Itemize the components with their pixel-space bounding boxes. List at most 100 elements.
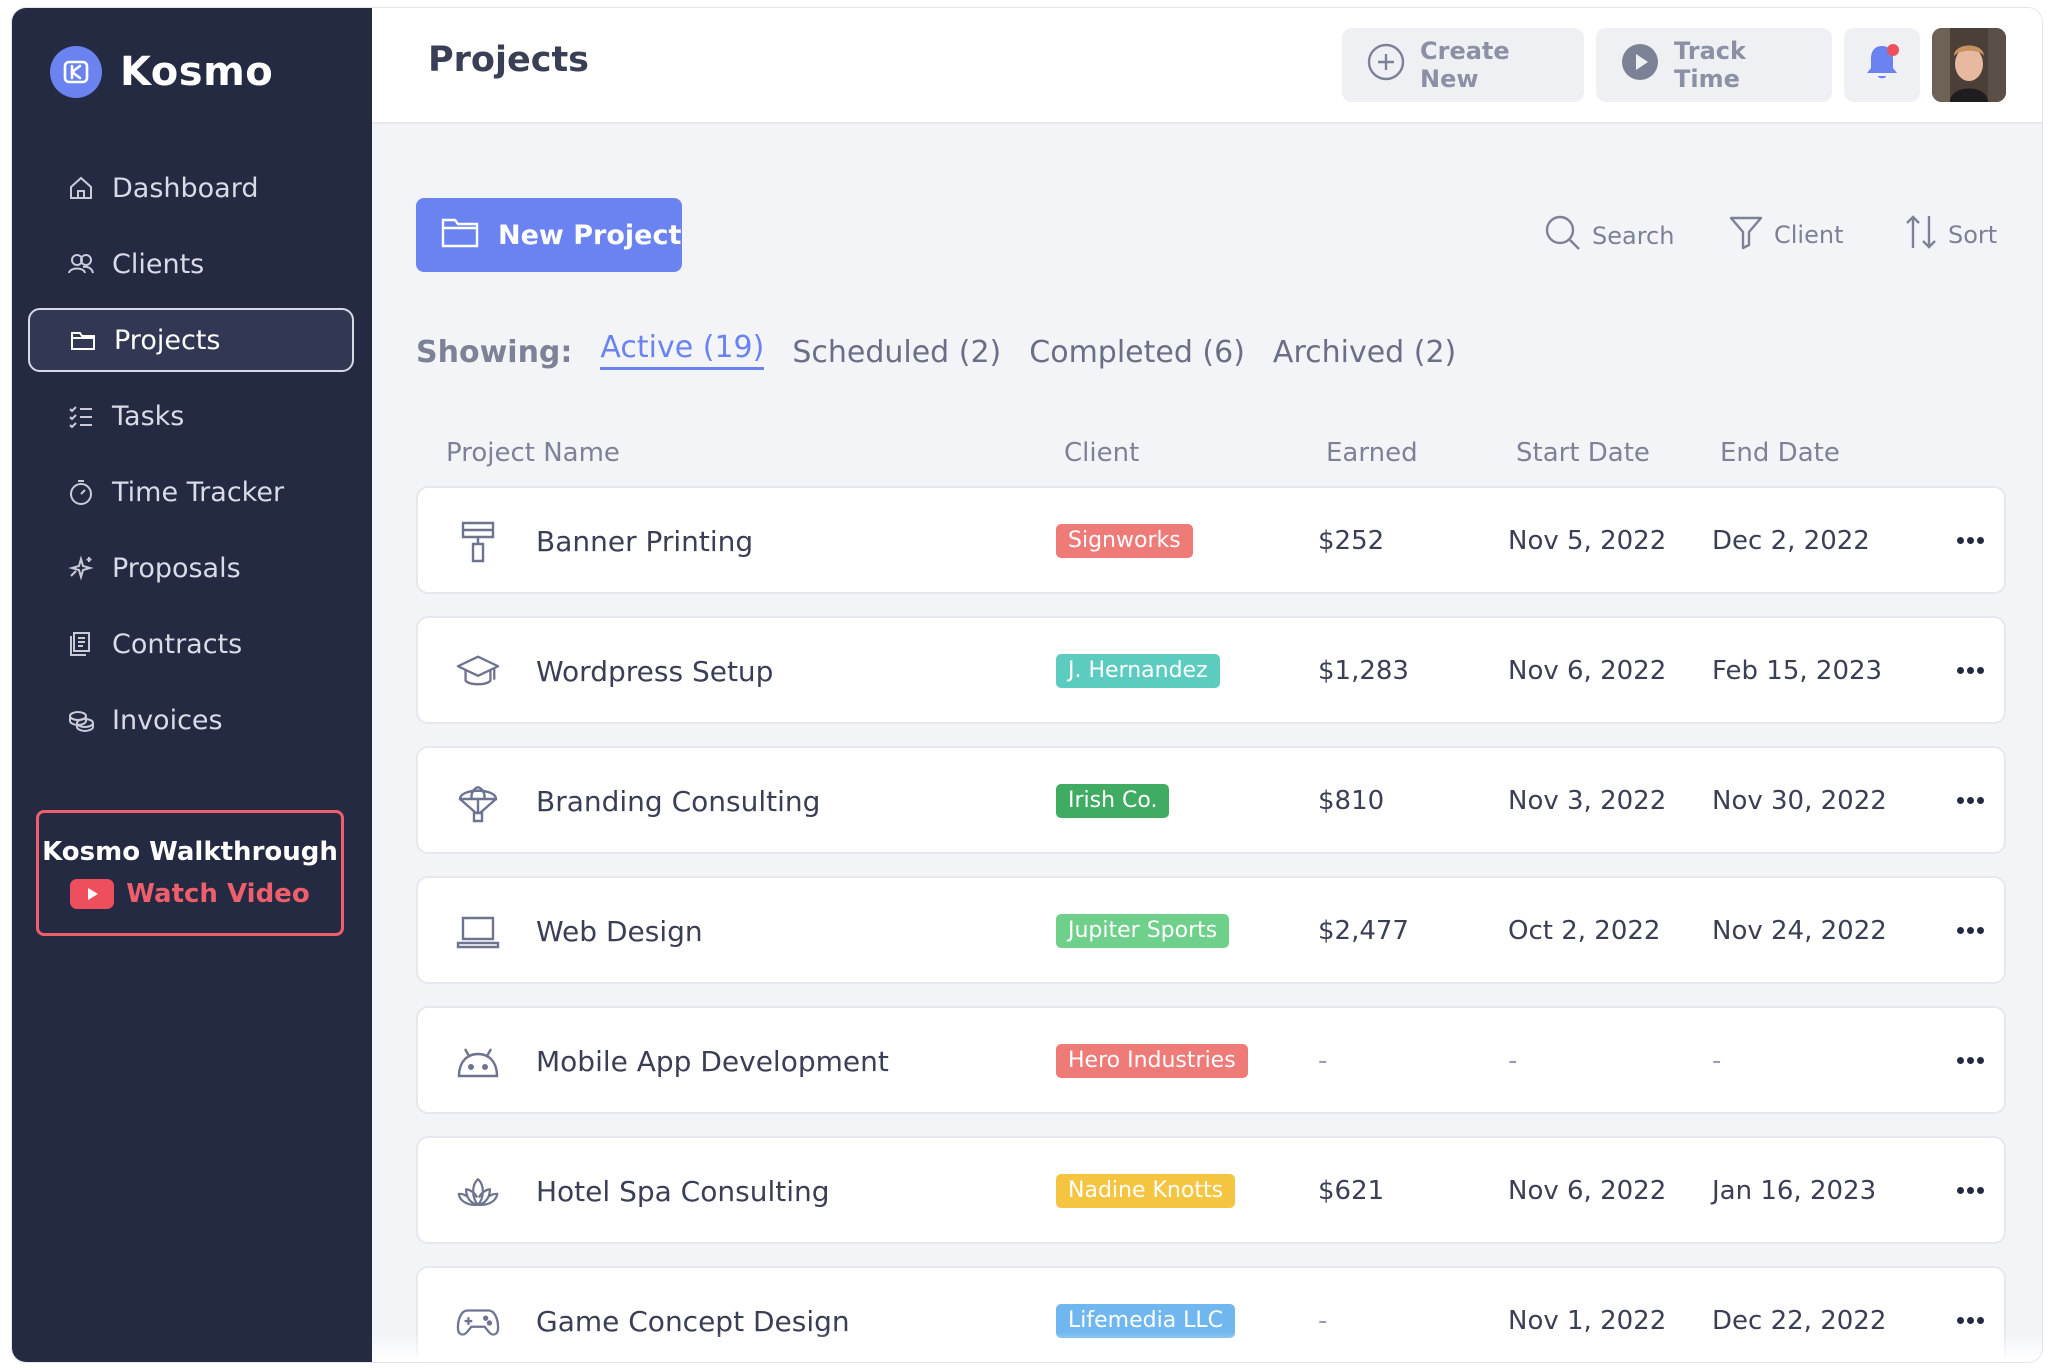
start-date: -	[1508, 1046, 1518, 1076]
client-filter-label: Client	[1774, 221, 1844, 249]
end-date: Nov 30, 2022	[1712, 786, 1887, 816]
earned-value: -	[1318, 1046, 1328, 1076]
table-row[interactable]: Web Design Jupiter Sports $2,477 Oct 2, …	[416, 876, 2006, 984]
table-row[interactable]: Mobile App Development Hero Industries -…	[416, 1006, 2006, 1114]
gamepad-icon	[456, 1300, 500, 1344]
sidebar-item-proposals[interactable]: Proposals	[28, 536, 354, 600]
avatar[interactable]	[1932, 28, 2006, 102]
notifications-button[interactable]	[1844, 28, 1920, 102]
end-date: Feb 15, 2023	[1712, 656, 1883, 686]
sidebar-item-invoices[interactable]: Invoices	[28, 688, 354, 752]
sort-label: Sort	[1948, 221, 1998, 249]
client-badge[interactable]: Jupiter Sports	[1056, 914, 1230, 948]
tab-scheduled[interactable]: Scheduled (2)	[792, 335, 1002, 370]
column-header-project-name[interactable]: Project Name	[446, 438, 620, 468]
column-header-client[interactable]: Client	[1064, 438, 1140, 468]
client-badge[interactable]: Signworks	[1056, 524, 1193, 558]
table-row[interactable]: Branding Consulting Irish Co. $810 Nov 3…	[416, 746, 2006, 854]
column-header-end-date[interactable]: End Date	[1720, 438, 1840, 468]
brand[interactable]: Kosmo	[50, 46, 273, 98]
end-date: Dec 2, 2022	[1712, 526, 1870, 556]
end-date: Nov 24, 2022	[1712, 916, 1887, 946]
more-options-icon[interactable]	[1948, 1298, 1992, 1342]
tab-completed[interactable]: Completed (6)	[1029, 335, 1245, 370]
column-header-start-date[interactable]: Start Date	[1516, 438, 1650, 468]
document-icon	[66, 629, 96, 659]
kosmo-logo-icon	[50, 46, 102, 98]
status-filter-tabs: Showing: Active (19) Scheduled (2) Compl…	[416, 330, 1456, 370]
client-badge[interactable]: Irish Co.	[1056, 784, 1170, 818]
lotus-icon	[456, 1170, 500, 1214]
client-badge[interactable]: J. Hernandez	[1056, 654, 1220, 688]
sidebar-item-dashboard[interactable]: Dashboard	[28, 156, 354, 220]
page-title: Projects	[428, 40, 590, 80]
more-options-icon[interactable]	[1948, 1038, 1992, 1082]
sidebar-item-label: Contracts	[112, 628, 243, 660]
client-badge[interactable]: Hero Industries	[1056, 1044, 1248, 1078]
paint-roller-icon	[456, 520, 500, 564]
end-date: Jan 16, 2023	[1712, 1176, 1877, 1206]
track-time-label: Track Time	[1674, 37, 1746, 93]
tab-archived[interactable]: Archived (2)	[1272, 335, 1457, 370]
showing-label: Showing:	[416, 335, 573, 370]
sort-button[interactable]: Sort	[1904, 214, 1997, 256]
new-project-label: New Project	[498, 219, 682, 251]
brand-name: Kosmo	[120, 49, 274, 95]
sidebar-item-tasks[interactable]: Tasks	[28, 384, 354, 448]
start-date: Oct 2, 2022	[1508, 916, 1661, 946]
app-window: Kosmo Dashboard Clients Projects Tasks T…	[12, 8, 2042, 1362]
sidebar-item-projects[interactable]: Projects	[28, 308, 354, 372]
search-icon	[1544, 214, 1582, 258]
parachute-icon	[456, 780, 500, 824]
earned-value: $621	[1318, 1176, 1385, 1206]
sidebar-item-label: Projects	[114, 324, 221, 356]
create-new-button[interactable]: Create New	[1342, 28, 1584, 102]
users-icon	[66, 249, 96, 279]
more-options-icon[interactable]	[1948, 778, 1992, 822]
start-date: Nov 6, 2022	[1508, 656, 1667, 686]
more-options-icon[interactable]	[1948, 648, 1992, 692]
client-filter-button[interactable]: Client	[1728, 214, 1843, 256]
project-name: Web Design	[536, 915, 703, 948]
sidebar-nav: Dashboard Clients Projects Tasks Time Tr…	[28, 156, 354, 764]
walkthrough-title: Kosmo Walkthrough	[42, 837, 338, 867]
stopwatch-icon	[66, 477, 96, 507]
client-badge[interactable]: Nadine Knotts	[1056, 1174, 1236, 1208]
table-row[interactable]: Wordpress Setup J. Hernandez $1,283 Nov …	[416, 616, 2006, 724]
project-name: Mobile App Development	[536, 1045, 889, 1078]
youtube-icon	[70, 879, 115, 909]
earned-value: $252	[1318, 526, 1385, 556]
project-name: Branding Consulting	[536, 785, 821, 818]
sidebar-item-time-tracker[interactable]: Time Tracker	[28, 460, 354, 524]
more-options-icon[interactable]	[1948, 518, 1992, 562]
watch-video-link[interactable]: Watch Video	[70, 879, 310, 909]
laptop-icon	[456, 910, 500, 954]
table-row[interactable]: Hotel Spa Consulting Nadine Knotts $621 …	[416, 1136, 2006, 1244]
project-name: Wordpress Setup	[536, 655, 774, 688]
plus-circle-icon	[1366, 42, 1406, 88]
create-new-label: Create New	[1420, 37, 1510, 93]
start-date: Nov 3, 2022	[1508, 786, 1667, 816]
earned-value: -	[1318, 1306, 1328, 1336]
table-row[interactable]: Banner Printing Signworks $252 Nov 5, 20…	[416, 486, 2006, 594]
track-time-button[interactable]: Track Time	[1596, 28, 1832, 102]
tab-active[interactable]: Active (19)	[600, 330, 765, 370]
project-name: Banner Printing	[536, 525, 754, 558]
more-options-icon[interactable]	[1948, 1168, 1992, 1212]
graduation-cap-icon	[456, 650, 500, 694]
column-header-earned[interactable]: Earned	[1326, 438, 1418, 468]
more-options-icon[interactable]	[1948, 908, 1992, 952]
start-date: Nov 1, 2022	[1508, 1306, 1667, 1336]
sort-arrows-icon	[1904, 214, 1938, 256]
end-date: -	[1712, 1046, 1722, 1076]
new-project-button[interactable]: New Project	[416, 198, 682, 272]
walkthrough-card: Kosmo Walkthrough Watch Video	[36, 810, 344, 936]
sidebar-item-clients[interactable]: Clients	[28, 232, 354, 296]
end-date: Dec 22, 2022	[1712, 1306, 1887, 1336]
search-button[interactable]: Search	[1544, 214, 1674, 258]
sidebar-item-contracts[interactable]: Contracts	[28, 612, 354, 676]
sidebar-item-label: Dashboard	[112, 172, 259, 204]
folder-icon	[68, 325, 98, 355]
earned-value: $810	[1318, 786, 1385, 816]
watch-video-label: Watch Video	[126, 879, 310, 909]
